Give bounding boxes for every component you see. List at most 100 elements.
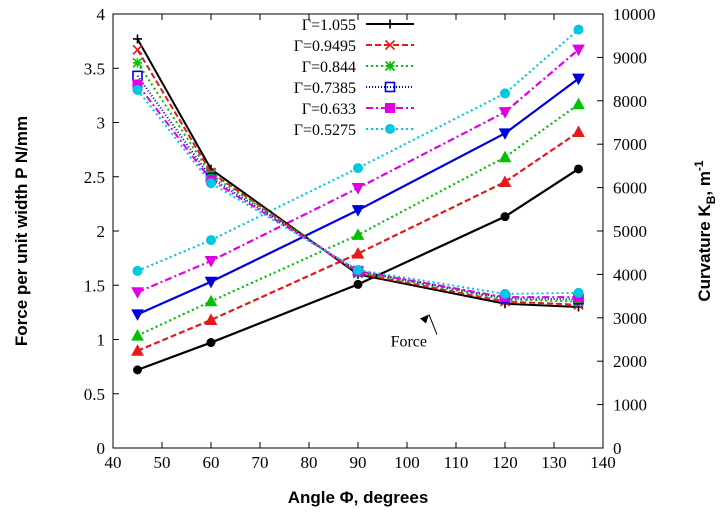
y-right-tick-label: 0 <box>613 439 622 458</box>
curvature-point--1-055 <box>500 212 510 222</box>
legend-marker--0-5275 <box>385 124 395 134</box>
legend-label--0-5275: Γ=0.5275 <box>294 122 356 139</box>
force-point--0-5275 <box>353 265 363 276</box>
x-tick-label: 80 <box>301 453 318 472</box>
curvature-point--0-5275 <box>206 235 216 246</box>
curvature-point--0-7385 <box>498 128 512 140</box>
legend-label--0-7385: Γ=0.7385 <box>294 80 356 97</box>
curvature-point--0-633 <box>131 287 144 299</box>
curvature-point--0-844 <box>572 97 585 110</box>
curvature-point--0-5275 <box>500 88 510 99</box>
legend-marker--0-844 <box>384 60 396 72</box>
x-tick-label: 70 <box>252 453 269 472</box>
force-point--0-5275 <box>132 84 143 95</box>
y-left-tick-label: 2.5 <box>84 168 105 187</box>
curvature-point--0-5275 <box>573 24 584 35</box>
x-tick-label: 40 <box>105 453 122 472</box>
y-right-title-sub: B <box>704 195 718 204</box>
force-point--0-844 <box>132 57 143 68</box>
curvature-point--0-9495 <box>351 247 365 259</box>
curvature-point--1-055 <box>133 365 142 375</box>
y-left-tick-label: 0.5 <box>84 385 105 404</box>
force-line--0-633 <box>136 83 579 299</box>
curvature-point--0-633 <box>498 107 512 119</box>
y-right-title-sup: -1 <box>692 160 706 171</box>
curvature-point--0-7385 <box>204 276 218 289</box>
x-tick-label: 50 <box>154 453 171 472</box>
curvature-line--0-7385 <box>137 77 580 316</box>
y-right-tick-label: 1000 <box>613 396 647 415</box>
force-point--1-055 <box>133 34 142 44</box>
curvature-point--0-7385 <box>572 73 585 86</box>
force-line--0-9495 <box>136 49 579 306</box>
y-right-tick-label: 4000 <box>613 265 647 284</box>
y-right-tick-label: 7000 <box>613 135 647 154</box>
legend-marker--0-633 <box>385 103 395 113</box>
y-right-title-unit: , m <box>695 171 714 196</box>
y-right-tick-label: 2000 <box>613 352 647 371</box>
force-point--0-5275 <box>206 178 216 189</box>
y-right-tick-label: 6000 <box>613 179 647 198</box>
curvature-point--1-055 <box>574 164 583 174</box>
legend-marker--1-055 <box>385 19 395 29</box>
curvature-point--0-5275 <box>353 163 363 174</box>
curvature-point--0-9495 <box>498 175 512 187</box>
force-annotation: Force <box>391 334 427 351</box>
y-right-tick-label: 10000 <box>613 5 656 24</box>
plot-axes: 40 50 60 70 80 90 100 110 120 130 14000.511.522.53… <box>12 5 718 507</box>
y-right-tick-label: 8000 <box>613 92 647 111</box>
x-axis-title: Angle Φ, degrees <box>288 488 429 507</box>
x-tick-label: 60 <box>203 453 220 472</box>
y-right-title-main: Curvature K <box>695 204 714 302</box>
y-right-tick-label: 3000 <box>613 309 647 328</box>
curvature-point--0-633 <box>351 183 365 195</box>
curvature-point--0-633 <box>572 44 585 57</box>
y-left-tick-label: 4 <box>97 5 106 24</box>
curvature-point--1-055 <box>206 338 216 348</box>
y-left-tick-label: 2 <box>97 222 106 241</box>
y-left-tick-label: 1.5 <box>84 276 105 295</box>
curvature-point--0-844 <box>498 150 512 163</box>
curvature-point--0-844 <box>204 294 218 307</box>
y-right-axis-title: Curvature KB, m-1 <box>692 160 718 302</box>
legend-label--0-9495: Γ=0.9495 <box>294 38 356 55</box>
curvature-point--0-633 <box>204 255 218 268</box>
x-tick-label: 120 <box>492 453 518 472</box>
curvature-point--0-9495 <box>204 313 218 325</box>
y-left-tick-label: 1 <box>97 331 106 350</box>
x-tick-label: 130 <box>541 453 567 472</box>
annotation-arrow <box>428 314 438 335</box>
y-right-tick-label: 5000 <box>613 222 647 241</box>
curvature-point--0-844 <box>131 329 144 341</box>
force-point--0-9495 <box>132 44 143 55</box>
force-point--0-5275 <box>500 288 510 299</box>
legend-label--0-633: Γ=0.633 <box>302 101 356 118</box>
x-tick-label: 140 <box>590 453 616 472</box>
y-left-tick-label: 3 <box>97 114 106 133</box>
legend-marker--0-9495 <box>384 39 396 51</box>
legend-label--1-055: Γ=1.055 <box>302 17 356 34</box>
x-tick-label: 90 <box>350 453 367 472</box>
annotation-arrowhead <box>420 314 429 324</box>
curvature-point--1-055 <box>353 279 363 289</box>
curvature-line--0-9495 <box>137 131 580 352</box>
curvature-point--0-7385 <box>351 205 365 217</box>
curvature-point--0-7385 <box>131 309 144 321</box>
y-right-tick-label: 9000 <box>613 48 647 67</box>
x-tick-label: 100 <box>394 453 420 472</box>
curvature-point--0-5275 <box>132 265 143 276</box>
y-left-tick-label: 3.5 <box>84 59 105 78</box>
legend-marker--0-7385 <box>384 81 396 93</box>
curvature-point--0-9495 <box>131 344 144 356</box>
x-tick-label: 110 <box>444 453 469 472</box>
force-point--0-5275 <box>573 287 584 298</box>
legend: Γ=1.055 Γ=0.9495 Γ=0.844 Γ=0.7385 Γ=0.633 Γ=0… <box>294 17 414 139</box>
legend-label--0-844: Γ=0.844 <box>302 59 356 76</box>
curvature-point--0-9495 <box>572 125 585 138</box>
force-point--0-844 <box>205 169 217 180</box>
curvature-line--0-5275 <box>137 28 580 272</box>
plot-marks: Force <box>131 24 585 375</box>
curvature-point--0-844 <box>351 228 365 240</box>
y-left-tick-label: 0 <box>97 439 106 458</box>
